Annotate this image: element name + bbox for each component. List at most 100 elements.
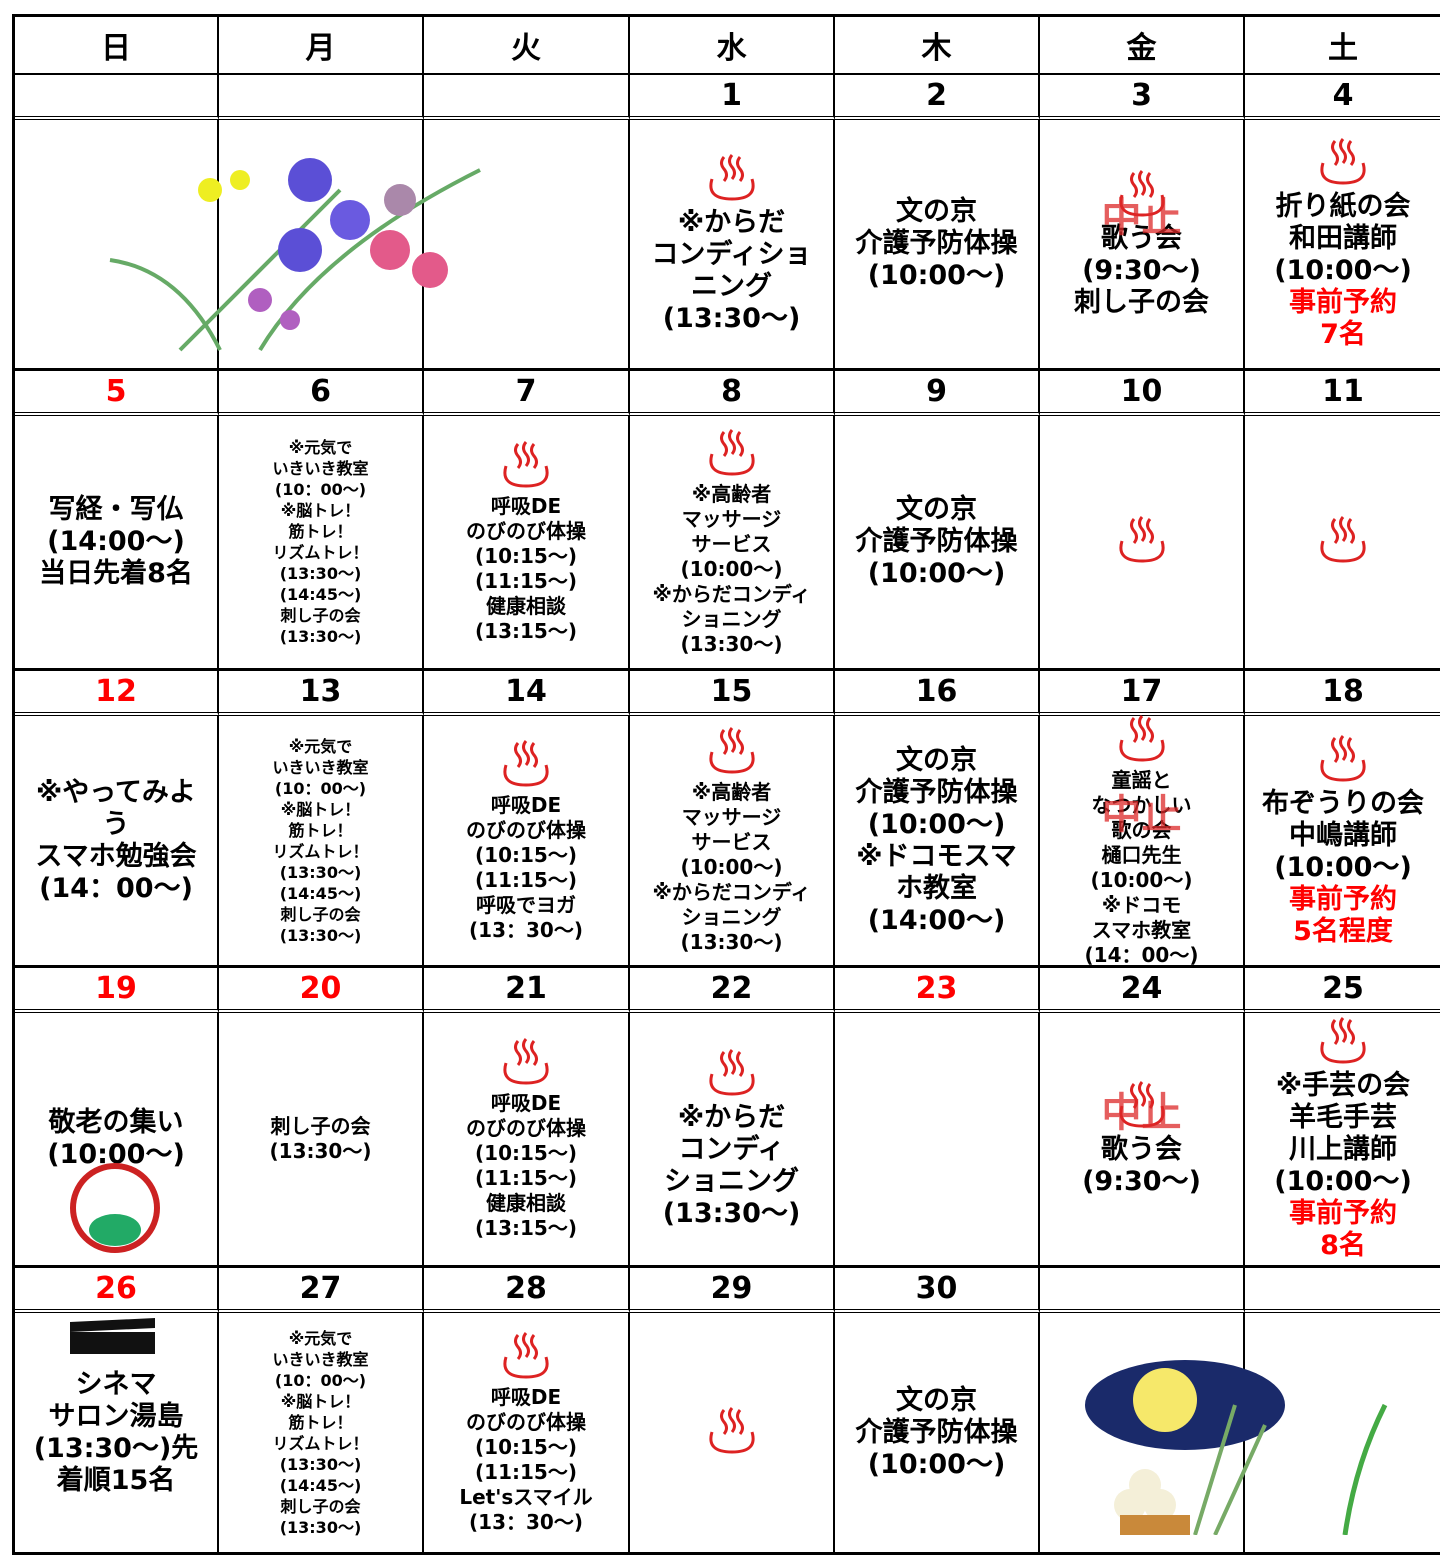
day-content: [1245, 416, 1440, 671]
date-cell: 9: [835, 371, 1040, 416]
hot-spring-icon: [1114, 169, 1170, 223]
event-line: (10:15〜): [475, 544, 577, 568]
event-text: ※元気で いきいき教室 (10：00〜) ※脳トレ！ 筋トレ！ リズムトレ！ (13:30〜…: [272, 1328, 368, 1538]
event-text: 写経・写仏 (14:00〜) 当日先着8名: [39, 494, 193, 590]
event-text: 呼吸DE のびのび体操 (10:15〜) (11:15〜) 健康相談 (13:15〜): [466, 494, 586, 644]
date-cell: 2: [835, 75, 1040, 120]
event-line: 敬老の集い: [48, 1107, 184, 1138]
hot-spring-icon: [1315, 734, 1371, 788]
event-line: 刺し子の会: [270, 1114, 371, 1138]
event-line: ※からだ: [677, 1102, 786, 1133]
event-line: (10：00〜): [274, 1370, 367, 1390]
event-line: (9:30〜): [1082, 255, 1201, 286]
event-line: (10:00〜): [867, 1448, 1006, 1480]
day-content: 歌う会 (9:30〜) 刺し子の会 中止: [1040, 120, 1245, 371]
reservation-note: 事前予約: [1289, 883, 1397, 915]
date-cell: 30: [835, 1268, 1040, 1313]
event-text: 歌う会 (9:30〜) 刺し子の会: [1074, 223, 1209, 319]
event-text: 敬老の集い (10:00〜): [47, 1107, 185, 1171]
event-line: 樋口先生: [1101, 842, 1182, 867]
date-cell: 13: [219, 671, 424, 716]
date-number: 17: [1120, 674, 1163, 709]
event-line: 折り紙の会: [1275, 191, 1411, 222]
date-cell: 20: [219, 968, 424, 1013]
event-line: 当日先着8名: [39, 558, 193, 589]
event-line: (13:30〜): [279, 925, 362, 945]
date-cell: 3: [1040, 75, 1245, 120]
event-line: サロン湯島: [48, 1400, 184, 1432]
event-line: 筋トレ！: [288, 522, 353, 541]
date-cell: [1040, 1268, 1245, 1313]
hot-spring-icon: [704, 1048, 760, 1102]
hot-spring-icon: [1114, 515, 1170, 569]
date-cell: 16: [835, 671, 1040, 716]
cancelled-stamp: 中止: [1101, 791, 1182, 838]
event-line: のびのび体操: [466, 817, 586, 842]
event-line: 刺し子の会: [280, 1496, 361, 1516]
event-line: ※やってみよ: [36, 776, 196, 808]
event-line: (10：00〜): [274, 480, 367, 499]
event-line: 羊毛手芸: [1289, 1102, 1397, 1133]
hot-spring-icon: [704, 1406, 760, 1460]
event-line: (10:00〜): [680, 556, 783, 581]
hot-spring-icon: [1114, 1080, 1170, 1134]
event-line: (13:30〜): [662, 1198, 801, 1229]
event-line: コンディ: [678, 1134, 785, 1165]
event-line: (13:15〜): [475, 619, 577, 643]
day-content: ※やってみようスマホ勉強会 (14：00〜): [15, 716, 219, 968]
event-line: 刺し子の会: [280, 904, 361, 924]
day-content: ※からだコンディショニング(13:30〜): [630, 120, 835, 371]
day-content: ※手芸の会 羊毛手芸 川上講師 (10:00〜) 事前予約 8名: [1245, 1013, 1440, 1268]
event-line: う: [102, 808, 130, 840]
event-line: 着順15名: [56, 1464, 176, 1496]
hot-spring-icon: [704, 428, 760, 482]
day-content: [630, 1313, 835, 1555]
event-line: ※高齢者: [691, 780, 772, 804]
cancelled-stamp: 中止: [1101, 195, 1182, 242]
day-content: 文の京 介護予防体操 (10:00〜): [835, 416, 1040, 671]
event-text: ※元気で いきいき教室 (10：00〜) ※脳トレ！ 筋トレ！ リズムトレ！ (13:30〜…: [272, 437, 368, 647]
event-line: (13:30〜): [279, 627, 362, 646]
date-cell: 18: [1245, 671, 1440, 716]
date-number: 28: [505, 1271, 547, 1306]
date-number: 11: [1322, 374, 1364, 409]
event-line: 呼吸でヨガ: [476, 892, 576, 917]
event-line: ※元気で: [288, 736, 353, 756]
date-cell: 1: [630, 75, 835, 120]
date-number: 29: [710, 1271, 753, 1306]
date-cell: 7: [424, 371, 630, 416]
event-line: 呼吸DE: [490, 1384, 562, 1409]
hot-spring-icon: [1315, 1016, 1371, 1070]
hot-spring-icon: [1315, 137, 1371, 191]
reservation-note: 5名程度: [1293, 915, 1393, 947]
event-line: いきいき教室: [272, 459, 369, 478]
day-content: 歌う会 (9:30〜) 中止: [1040, 1013, 1245, 1268]
hot-spring-icon: [498, 1037, 554, 1091]
date-cell: 19: [15, 968, 219, 1013]
event-line: ※元気で: [288, 1328, 353, 1348]
day-content: 折り紙の会 和田講師 (10:00〜) 事前予約 7名: [1245, 120, 1440, 371]
date-number: 7: [515, 374, 537, 409]
day-content: 呼吸DE のびのび体操 (10:15〜) (11:15〜) 健康相談 (13:15〜): [424, 1013, 630, 1268]
hot-spring-icon: [1114, 714, 1170, 768]
event-text: ※からだコンディショニング(13:30〜): [651, 207, 811, 335]
event-line: (13:30〜)先: [33, 1432, 199, 1464]
event-line: いきいき教室: [272, 1349, 369, 1369]
event-text: 布ぞうりの会 中嶋講師 (10:00〜) 事前予約 5名程度: [1262, 788, 1424, 948]
date-cell: 22: [630, 968, 835, 1013]
event-line: (11:15〜): [475, 867, 577, 892]
date-cell: 4: [1245, 75, 1440, 120]
event-line: (14:00〜): [867, 904, 1006, 936]
event-line: (11:15〜): [475, 1166, 577, 1190]
day-content: 文の京 介護予防体操 (10:00〜) ※ドコモスマ ホ教室 (14:00〜): [835, 716, 1040, 968]
event-text: 童謡と なつかしい 歌の会 樋口先生 (10:00〜) ※ドコモ スマホ教室 (14：00〜): [1085, 768, 1199, 968]
day-content: 敬老の集い (10:00〜): [15, 1013, 219, 1268]
event-line: (14:00〜): [47, 526, 185, 557]
day-content: ※高齢者 マッサージ サービス (10:00〜) ※からだコンディ ショニング (13:30…: [630, 416, 835, 671]
event-line: 文の京: [896, 744, 977, 776]
event-line: ショニング: [664, 1166, 799, 1197]
event-text: 文の京 介護予防体操 (10:00〜) ※ドコモスマ ホ教室 (14:00〜): [856, 745, 1018, 937]
event-line: (10:00〜): [1274, 255, 1412, 286]
date-cell: [424, 75, 630, 120]
date-number: 19: [95, 971, 137, 1006]
